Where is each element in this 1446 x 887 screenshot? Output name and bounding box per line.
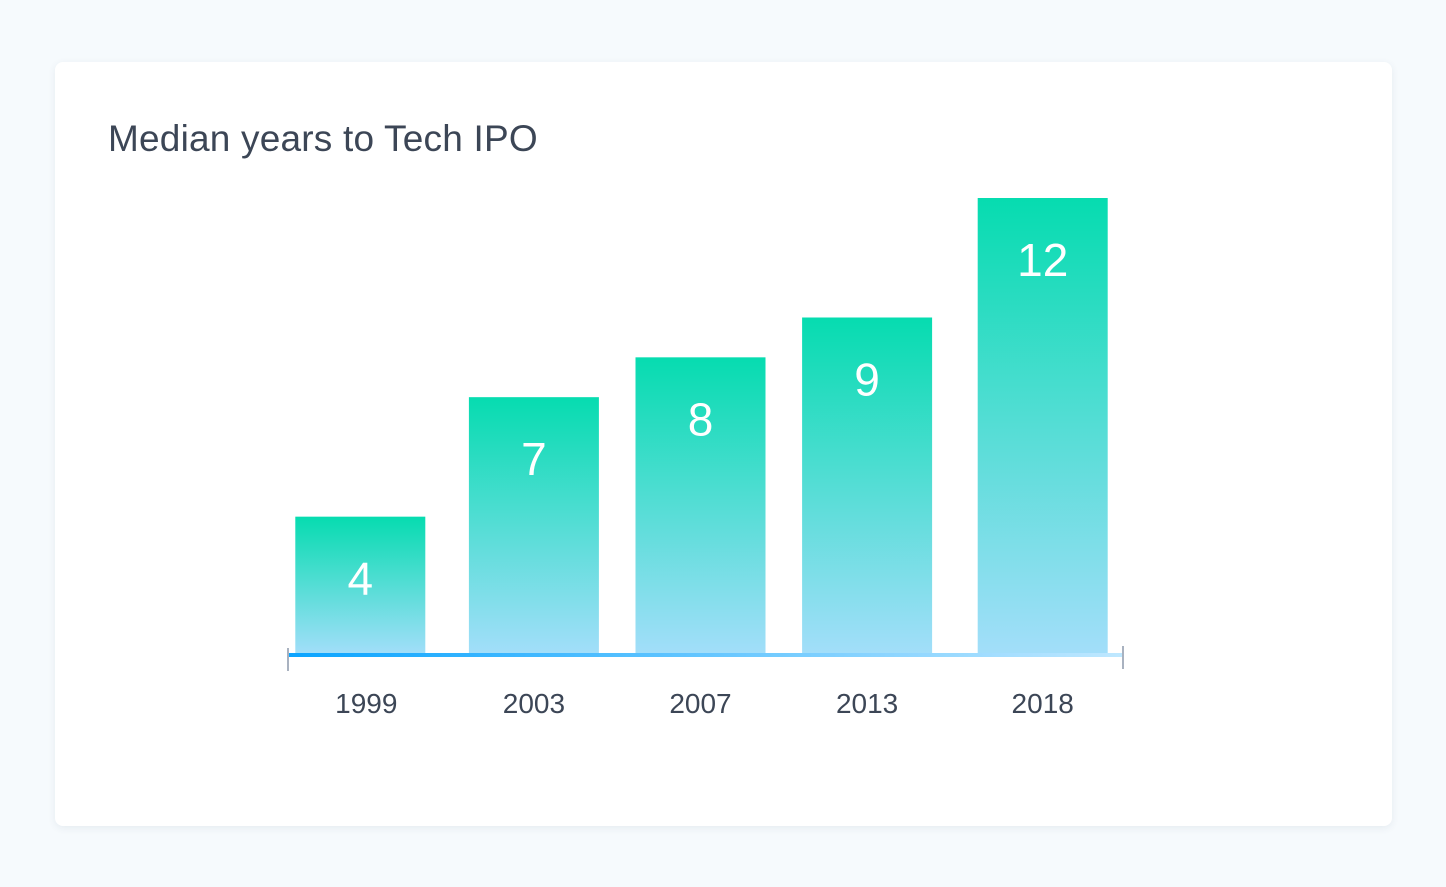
x-tick-label: 2007 <box>669 688 731 719</box>
value-label: 4 <box>348 553 374 605</box>
bar-2003 <box>468 397 599 655</box>
chart-title: Median years to Tech IPO <box>108 118 538 159</box>
value-label: 12 <box>1017 234 1068 286</box>
x-tick-label: 2013 <box>836 688 898 719</box>
value-label: 9 <box>854 354 880 406</box>
x-tick-label: 2018 <box>1012 688 1074 719</box>
bar-1999 <box>295 516 426 655</box>
x-tick-label: 1999 <box>335 688 397 719</box>
bar-2018 <box>977 198 1108 655</box>
bar-2013 <box>802 317 933 655</box>
x-axis-line <box>287 653 1123 657</box>
value-label: 7 <box>521 433 547 485</box>
bar-2007 <box>635 357 766 655</box>
value-label: 8 <box>688 393 714 445</box>
x-tick-label: 2003 <box>503 688 565 719</box>
